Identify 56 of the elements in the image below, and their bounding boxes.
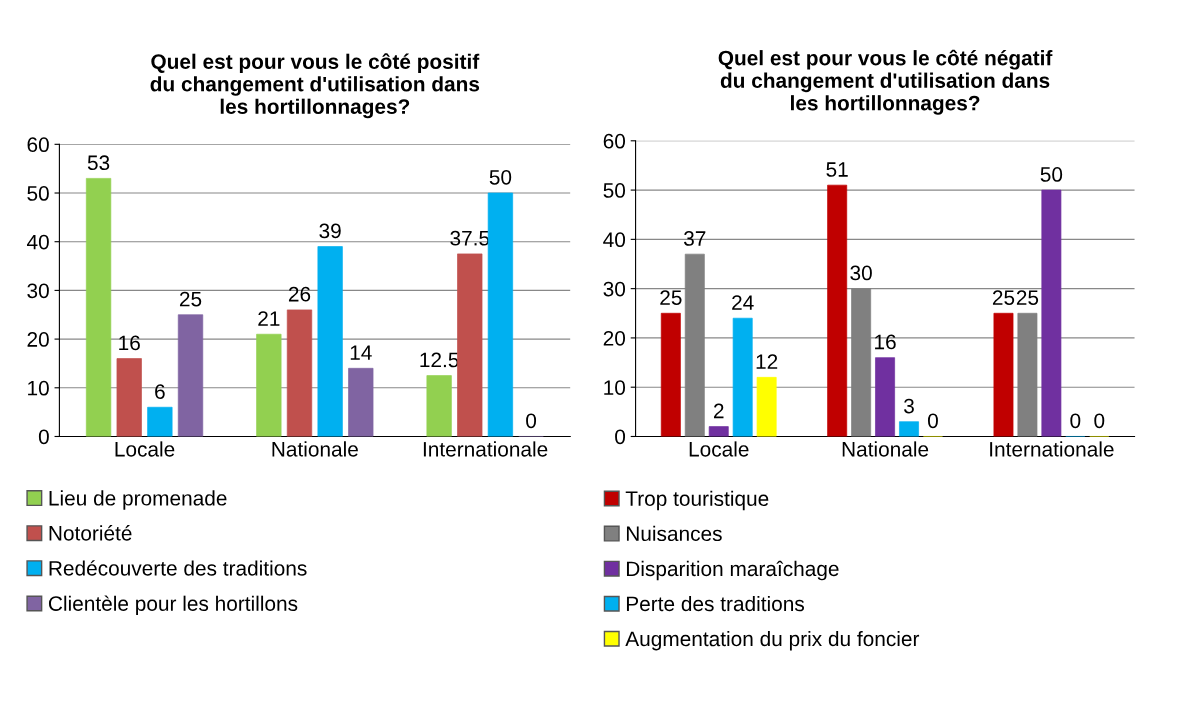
data-label: 25 [992,290,1015,305]
chart-title: Quel est pour vous le côté négatif du changement d'utilisation dans les hortillonnages? [718,49,1053,115]
x-tick-label: Nationale [842,441,929,457]
data-label: 16 [119,335,140,351]
data-label: 26 [288,286,311,302]
y-tick-label: 10 [604,380,626,395]
y-tick-label: 30 [603,281,626,297]
data-label: 2 [714,403,724,419]
data-label: 3 [904,398,914,414]
data-label: 0 [526,413,537,429]
x-tick-label: Locale [689,441,749,457]
data-label: 14 [350,345,372,360]
y-tick-label: 0 [38,429,49,445]
data-label: 37 [684,231,706,246]
y-tick-label: 60 [27,137,49,153]
legend-label: Lieu de promenade [49,490,227,510]
data-label: 39 [319,223,341,239]
data-label: 25 [1016,290,1039,305]
x-tick-label: Internationale [990,441,1114,457]
data-label: 0 [1070,413,1081,429]
data-label: 50 [1040,167,1063,182]
legend-label: Clientèle pour les hortillons [48,595,298,616]
y-tick-label: 40 [603,232,626,248]
y-tick-label: 60 [603,133,626,149]
legend-label: Notoriété [49,525,132,541]
legend-label: Disparition maraîchage [626,560,839,581]
data-label: 0 [1094,413,1105,429]
y-tick-label: 50 [27,186,49,201]
data-label: 53 [87,155,110,171]
x-tick-label: Internationale [423,441,548,457]
data-label: 0 [927,413,938,429]
y-tick-label: 0 [615,429,626,445]
legend-label: Trop touristique [625,490,769,511]
data-label: 12 [756,354,778,369]
legend-label: Perte des traditions [626,595,805,612]
data-label: 6 [155,384,165,399]
y-tick-label: 10 [28,380,49,396]
data-label: 16 [875,334,896,350]
legend-label: Nuisances [626,525,722,542]
y-tick-label: 20 [603,330,626,346]
y-tick-label: 30 [27,283,49,299]
data-label: 30 [850,265,872,281]
legend-label: Redécouverte des traditions [49,560,307,576]
data-label: 50 [489,169,512,185]
data-label: 25 [179,291,202,307]
x-tick-label: Locale [115,441,175,457]
data-label: 24 [732,295,754,310]
data-label: 21 [258,311,280,326]
y-tick-label: 40 [26,234,49,250]
x-tick-label: Nationale [272,441,358,457]
y-tick-label: 20 [27,332,49,347]
data-label: 51 [826,162,848,177]
legend-label: Augmentation du prix du foncier [625,630,920,651]
chart-title: Quel est pour vous le côté positif du changement d'utilisation dans les hortillonnages? [150,53,480,119]
y-tick-label: 50 [603,183,626,198]
data-label: 25 [660,290,682,305]
